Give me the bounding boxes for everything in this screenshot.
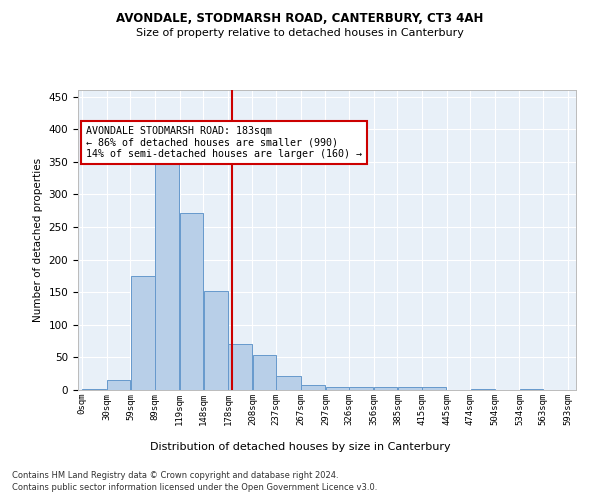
Bar bbox=[228, 344, 252, 390]
Bar bbox=[301, 385, 325, 390]
Bar bbox=[326, 386, 349, 390]
Text: Size of property relative to detached houses in Canterbury: Size of property relative to detached ho… bbox=[136, 28, 464, 38]
Bar bbox=[155, 152, 179, 390]
Bar bbox=[349, 386, 373, 390]
Text: AVONDALE STODMARSH ROAD: 183sqm
← 86% of detached houses are smaller (990)
14% o: AVONDALE STODMARSH ROAD: 183sqm ← 86% of… bbox=[86, 126, 362, 159]
Bar bbox=[203, 291, 227, 390]
Bar bbox=[82, 388, 106, 390]
Text: Contains HM Land Registry data © Crown copyright and database right 2024.: Contains HM Land Registry data © Crown c… bbox=[12, 471, 338, 480]
Bar bbox=[180, 212, 203, 390]
Bar bbox=[277, 376, 301, 390]
Text: Contains public sector information licensed under the Open Government Licence v3: Contains public sector information licen… bbox=[12, 484, 377, 492]
Bar bbox=[107, 380, 130, 390]
Bar bbox=[398, 386, 422, 390]
Bar bbox=[374, 386, 397, 390]
Y-axis label: Number of detached properties: Number of detached properties bbox=[33, 158, 43, 322]
Bar bbox=[131, 276, 155, 390]
Bar bbox=[253, 355, 276, 390]
Bar bbox=[422, 386, 446, 390]
Text: AVONDALE, STODMARSH ROAD, CANTERBURY, CT3 4AH: AVONDALE, STODMARSH ROAD, CANTERBURY, CT… bbox=[116, 12, 484, 26]
Text: Distribution of detached houses by size in Canterbury: Distribution of detached houses by size … bbox=[149, 442, 451, 452]
